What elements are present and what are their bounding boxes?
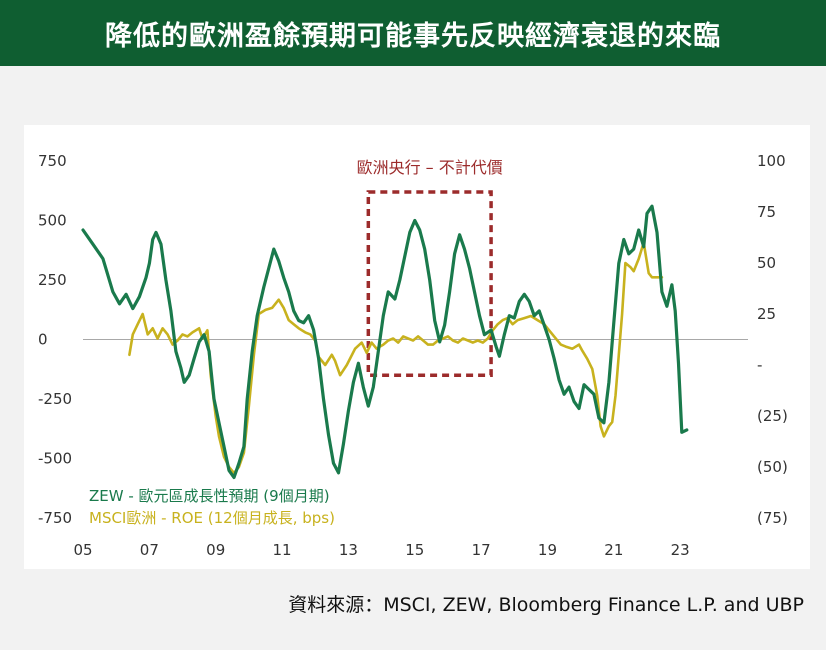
x-tick-label: 17 [472, 541, 491, 559]
y-left-tick-label: -750 [38, 509, 72, 527]
x-tick-label: 13 [339, 541, 358, 559]
header-bar: 降低的歐洲盈餘預期可能事先反映經濟衰退的來臨 [0, 0, 826, 66]
y-left-tick-label: 250 [38, 271, 67, 289]
y-left-tick-label: -500 [38, 450, 72, 468]
x-tick-label: 05 [73, 541, 92, 559]
source-note: 資料來源：MSCI, ZEW, Bloomberg Finance L.P. a… [288, 594, 804, 616]
x-tick-label: 23 [671, 541, 690, 559]
page-title: 降低的歐洲盈餘預期可能事先反映經濟衰退的來臨 [105, 20, 721, 52]
y-left-tick-label: 500 [38, 212, 67, 230]
legend-zew: ZEW - 歐元區成長性預期 (9個月期) [89, 487, 330, 505]
x-tick-label: 19 [538, 541, 557, 559]
y-right-tick-label: 75 [757, 203, 776, 221]
y-left-tick-label: 750 [38, 152, 67, 170]
legend-roe: MSCI歐洲 - ROE (12個月成長, bps) [89, 509, 335, 527]
y-right-tick-label: 25 [757, 305, 776, 323]
y-left-tick-label: -250 [38, 390, 72, 408]
y-right-tick-label: (25) [757, 407, 788, 425]
y-right-tick-label: (50) [757, 458, 788, 476]
y-right-tick-label: 50 [757, 254, 776, 272]
y-right-tick-label: - [757, 356, 762, 374]
y-left-tick-label: 0 [38, 331, 48, 349]
x-tick-label: 15 [405, 541, 424, 559]
x-tick-label: 07 [140, 541, 159, 559]
x-tick-label: 09 [206, 541, 225, 559]
ecb-annotation: 歐洲央行 – 不計代價 [357, 158, 503, 177]
ecb-box [366, 190, 493, 377]
x-tick-label: 21 [604, 541, 623, 559]
zew-series-line [81, 204, 689, 480]
chart-svg: 750 500 250 0 -250 -500 -750 100 75 50 25 - (25) (50)… [38, 152, 788, 559]
y-right-tick-label: (75) [757, 509, 788, 527]
y-right-tick-label: 100 [757, 152, 786, 170]
x-tick-label: 11 [273, 541, 292, 559]
chart-panel: 750 500 250 0 -250 -500 -750 100 75 50 25 - (25) (50)… [24, 125, 810, 569]
